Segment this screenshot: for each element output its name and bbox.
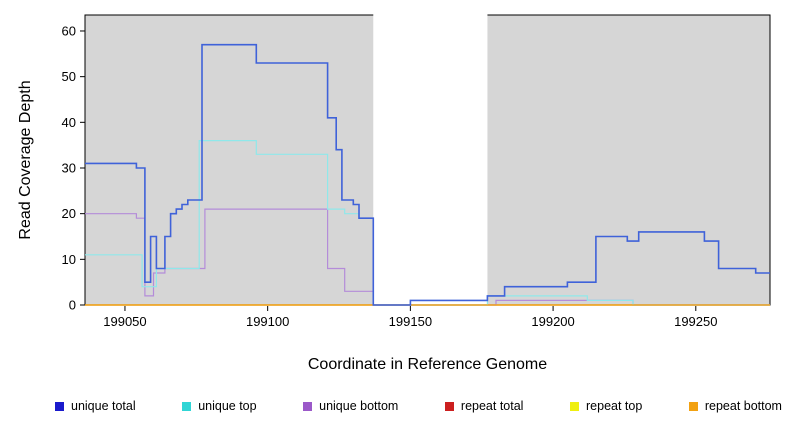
series-line-unique-top — [85, 140, 770, 306]
legend-item-repeat-total: repeat total — [444, 399, 524, 413]
legend-item-unique-top: unique top — [182, 399, 257, 413]
series-line-unique-total — [85, 43, 770, 306]
y-tick-label: 50 — [62, 69, 76, 84]
legend-label: repeat top — [586, 399, 643, 413]
legend-label: repeat total — [460, 399, 524, 413]
legend-item-repeat-top: repeat top — [570, 399, 642, 413]
x-axis-label: Coordinate in Reference Genome — [307, 356, 548, 373]
x-tick-label: 199150 — [389, 314, 432, 329]
y-tick-label: 10 — [62, 252, 76, 267]
x-tick-label: 199050 — [103, 314, 146, 329]
coverage-chart: 199050 199100 199150 199200 199250 0 10 20 30 40 5… — [62, 14, 771, 329]
y-axis-label: Read Coverage Depth — [17, 80, 34, 240]
legend-swatch-icon — [688, 401, 698, 411]
y-tick-label: 40 — [62, 115, 76, 130]
legend-label: unique total — [71, 399, 136, 413]
legend-swatch-icon — [55, 401, 64, 411]
legend-swatch-icon — [444, 401, 454, 411]
x-tick-label: 199100 — [246, 314, 289, 329]
legend-label: unique bottom — [319, 399, 399, 413]
x-tick-label: 199200 — [531, 314, 574, 329]
y-tick-label: 0 — [69, 298, 76, 313]
legend-swatch-icon — [182, 401, 192, 411]
x-tick-label: 199250 — [674, 314, 717, 329]
y-tick-label: 30 — [62, 160, 76, 175]
legend-label: repeat bottom — [704, 399, 782, 413]
legend: unique total unique top unique bottom repea… — [0, 399, 792, 413]
y-tick-label: 20 — [62, 206, 76, 221]
y-tick-label: 60 — [62, 23, 76, 38]
legend-item-unique-total: unique total — [55, 399, 136, 413]
legend-item-unique-bottom: unique bottom — [303, 399, 398, 413]
legend-swatch-icon — [303, 401, 313, 411]
legend-swatch-icon — [570, 401, 579, 411]
legend-label: unique top — [198, 399, 257, 413]
coverage-gap-region — [373, 14, 488, 306]
legend-item-repeat-bottom: repeat bottom — [688, 399, 782, 413]
